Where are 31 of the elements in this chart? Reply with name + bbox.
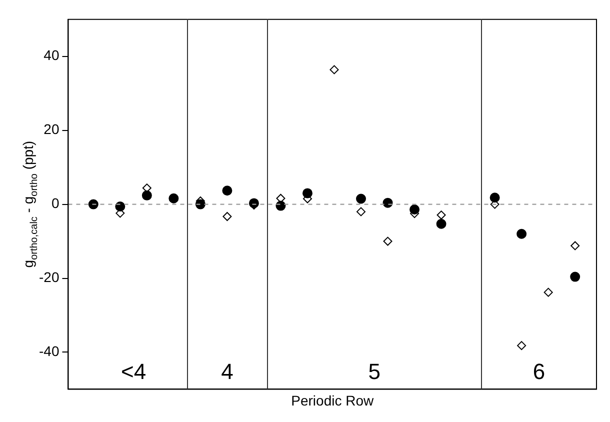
point — [544, 288, 553, 297]
point — [356, 207, 366, 216]
point — [516, 228, 527, 239]
annotation: 6 — [532, 359, 546, 384]
point — [410, 204, 420, 214]
y-tick-label: -20 — [39, 269, 60, 286]
y-tick-label: 40 — [44, 47, 60, 64]
point — [222, 212, 232, 222]
y-tick-label: -40 — [39, 343, 60, 360]
point — [436, 218, 446, 229]
point — [517, 341, 526, 350]
point — [115, 202, 126, 212]
point — [356, 194, 366, 204]
point — [330, 65, 339, 74]
point — [88, 199, 98, 210]
annotation: 4 — [221, 359, 234, 384]
point — [168, 193, 179, 204]
point — [570, 241, 580, 250]
annotation: <4 — [120, 359, 146, 384]
y-tick-label: 20 — [44, 121, 60, 138]
y-tick-label: 0 — [51, 195, 60, 212]
point — [383, 236, 392, 246]
point — [302, 188, 312, 198]
x-axis-title: Periodic Row — [291, 392, 374, 408]
point — [570, 272, 580, 282]
point — [436, 210, 446, 220]
point — [490, 192, 500, 203]
point — [142, 190, 152, 200]
y-axis-title: gortho,calc - gortho (ppt) — [20, 140, 40, 268]
point — [222, 186, 232, 196]
annotation: 5 — [368, 359, 381, 384]
